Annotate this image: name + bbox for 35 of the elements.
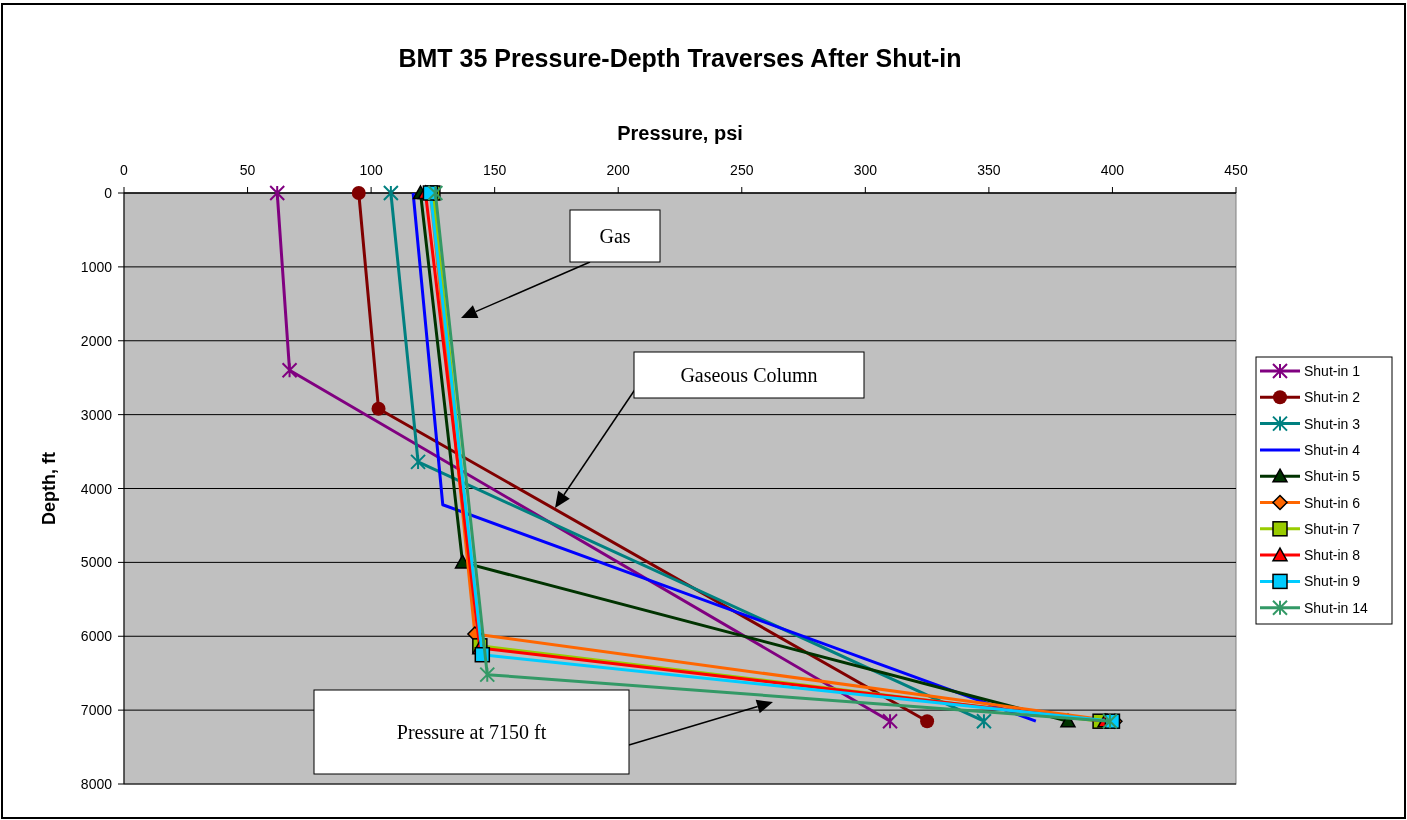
x-tick-label: 250 (730, 162, 754, 178)
x-tick-label: 0 (120, 162, 129, 178)
legend-label: Shut-in 3 (1304, 415, 1361, 432)
legend-label: Shut-in 6 (1304, 494, 1361, 511)
y-tick-label: 2000 (80, 332, 113, 349)
annotation: Gas (599, 225, 631, 247)
x-axis-title: Pressure, psi (617, 122, 743, 144)
legend-label: Shut-in 8 (1304, 547, 1361, 564)
y-tick-label: 8000 (80, 776, 113, 792)
annotation: Pressure at 7150 ft (396, 721, 547, 743)
y-tick-label: 1000 (80, 258, 113, 275)
legend-label: Shut-in 1 (1304, 363, 1361, 379)
x-tick-label: 200 (606, 162, 631, 178)
y-axis-title: Depth, ft (39, 452, 59, 525)
legend-label: Shut-in 9 (1304, 573, 1361, 590)
y-tick-label: 6000 (80, 628, 113, 645)
x-tick-label: 100 (359, 162, 383, 178)
y-tick-label: 4000 (80, 480, 113, 497)
y-tick-label: 3000 (80, 406, 113, 423)
legend-label: Shut-in 5 (1304, 468, 1361, 485)
x-tick-label: 150 (482, 162, 507, 178)
legend-label: Shut-in 14 (1304, 599, 1369, 616)
legend-label: Shut-in 7 (1304, 520, 1361, 537)
x-tick-label: 300 (853, 162, 878, 178)
x-tick-label: 350 (977, 162, 1001, 178)
x-tick-label: 50 (239, 162, 256, 178)
x-tick-label: 400 (1100, 162, 1125, 178)
x-tick-label: 450 (1224, 162, 1248, 178)
legend-label: Shut-in 4 (1304, 441, 1361, 458)
y-tick-label: 0 (104, 185, 113, 201)
annotation: Gaseous Column (680, 364, 818, 386)
y-tick-label: 5000 (80, 554, 113, 571)
chart-title: BMT 35 Pressure-Depth Traverses After Shut-in (398, 44, 962, 72)
y-tick-label: 7000 (80, 702, 113, 719)
legend-label: Shut-in 2 (1304, 389, 1361, 406)
